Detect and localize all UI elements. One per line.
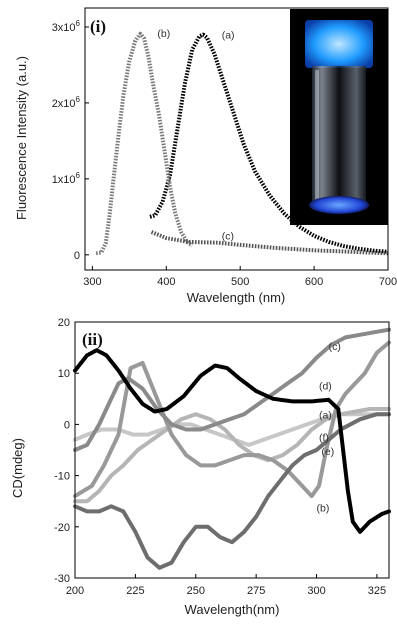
top-series-a-label: (a)	[222, 29, 235, 41]
vial-body	[312, 66, 366, 206]
bottom-series-c-line	[73, 327, 391, 452]
top-series-a-line	[149, 32, 389, 254]
top-series-c-line	[150, 230, 389, 256]
top-x-tick-label: 600	[305, 276, 323, 288]
bottom-x-tick-labels: 200 225 250 275 300 325	[66, 574, 386, 597]
panel-label-ii: (ii)	[82, 330, 103, 349]
top-x-tick-label: 400	[157, 276, 175, 288]
top-y-tick-labels: 0 1x106 2x106 3x106	[52, 19, 89, 262]
bottom-series-b-line	[73, 340, 391, 499]
top-y-tick-label: 0	[74, 250, 80, 262]
top-series-group: (a) (b) (c)	[95, 28, 389, 256]
bottom-x-tick-label: 200	[66, 585, 84, 597]
bottom-y-tick-label: -30	[54, 573, 70, 585]
top-x-tick-labels: 300 400 500 600 700	[83, 266, 397, 288]
bottom-x-tick-label: 275	[247, 585, 265, 597]
bottom-series-d-line	[73, 407, 391, 504]
bottom-series-a-line	[73, 348, 391, 534]
bottom-series-b-label: (b)	[317, 502, 330, 514]
top-series-c-label: (c)	[222, 231, 234, 243]
vial-cap-glow	[305, 20, 373, 68]
top-y-tick-label: 1x106	[52, 171, 81, 186]
top-series-b-label: (b)	[157, 28, 170, 40]
top-y-tick-exponent: 6	[76, 95, 81, 104]
top-y-tick-label: 3x106	[52, 19, 81, 34]
top-x-axis-title: Wavelength (nm)	[187, 290, 286, 305]
bottom-series-f-line	[73, 412, 391, 570]
bottom-y-tick-label: -10	[54, 471, 70, 483]
bottom-series-f-label: (f)	[319, 432, 329, 444]
bottom-series-a-label: (a)	[319, 409, 332, 421]
top-x-tick-label: 500	[231, 276, 249, 288]
bottom-x-tick-label: 225	[126, 585, 144, 597]
top-series-b-line	[95, 31, 194, 256]
bottom-y-tick-label: 10	[58, 368, 70, 380]
vial-reflection	[315, 70, 319, 200]
panel-label-i: (i)	[90, 17, 106, 36]
top-y-tick-exponent: 6	[76, 171, 81, 180]
bottom-series-d-label: (d)	[319, 381, 332, 393]
top-x-tick-label: 300	[83, 276, 101, 288]
panel-i: Fluorescence Intensity (a.u.) 0 1x106 2x10…	[14, 7, 397, 305]
panel-ii: CD(mdeg) 20 10 0 -10 -20 -30 200 225 250 275 300 3…	[10, 317, 391, 617]
top-y-tick-label: 2x106	[52, 95, 81, 110]
bottom-y-tick-labels: 20 10 0 -10 -20 -30	[54, 317, 79, 585]
inset-photo	[290, 9, 388, 225]
vial-bottom-glow	[309, 196, 369, 214]
bottom-plot-frame	[74, 321, 390, 579]
bottom-series-e-label: (e)	[321, 446, 334, 458]
top-x-tick-label: 700	[379, 276, 397, 288]
bottom-y-axis-title: CD(mdeg)	[10, 438, 25, 498]
bottom-y-tick-label: 20	[58, 317, 70, 329]
bottom-x-tick-label: 325	[368, 585, 386, 597]
bottom-series-c-label: (c)	[329, 341, 341, 353]
top-y-axis-title: Fluorescence Intensity (a.u.)	[14, 56, 29, 220]
bottom-y-tick-label: -20	[54, 522, 70, 534]
bottom-series-group: (a) (b) (c) (d) (e) (f)	[73, 327, 391, 570]
top-y-tick-exponent: 6	[76, 19, 81, 28]
bottom-x-tick-label: 300	[307, 585, 325, 597]
bottom-x-axis-title: Wavelength(nm)	[185, 602, 280, 617]
bottom-x-tick-label: 250	[187, 585, 205, 597]
bottom-y-tick-label: 0	[64, 419, 70, 431]
